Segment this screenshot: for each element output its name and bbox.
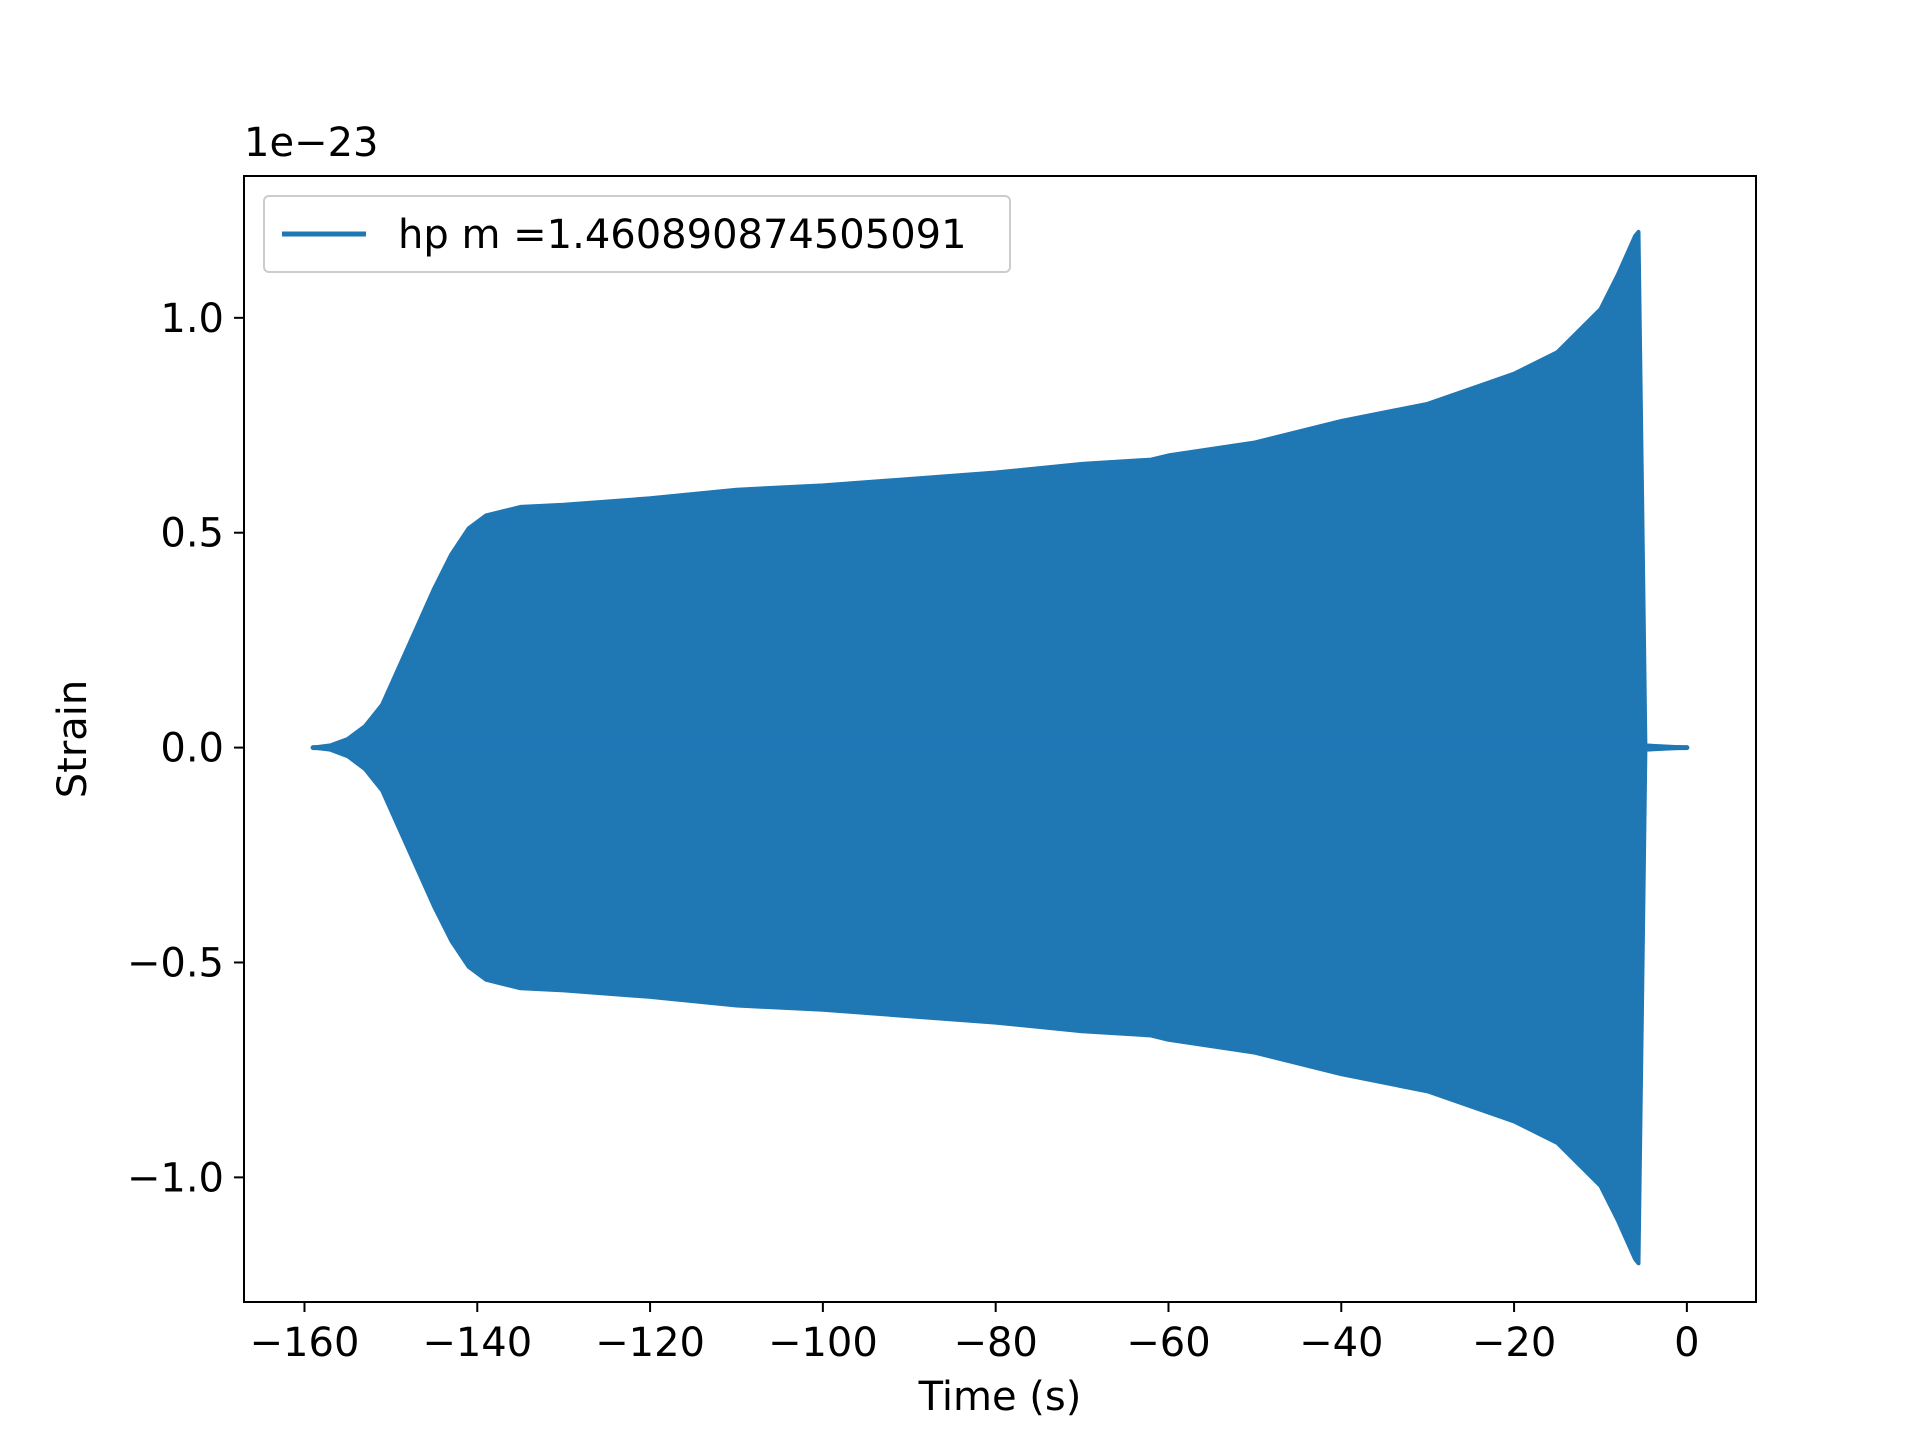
x-tick-label: −60 (1126, 1320, 1210, 1366)
y-tick-label: 0.5 (160, 511, 224, 557)
x-axis: −160 −140 −120 −100 −80 −60 −40 −20 0 (250, 1302, 1700, 1366)
x-tick-label: −40 (1299, 1320, 1383, 1366)
x-tick-label: −160 (250, 1320, 360, 1366)
x-tick-label: 0 (1674, 1320, 1699, 1366)
y-scale-offset-label: 1e−23 (244, 120, 378, 166)
x-tick-label: −100 (768, 1320, 878, 1366)
y-tick-label: 0.0 (160, 726, 224, 772)
legend-entry-label: hp m =1.460890874505091 (398, 212, 967, 258)
y-axis: −1.0 −0.5 0.0 0.5 1.0 (127, 296, 244, 1201)
plot-area (310, 229, 1690, 1266)
legend: hp m =1.460890874505091 (263, 195, 1011, 273)
x-axis-label: Time (s) (918, 1374, 1082, 1420)
x-tick-label: −20 (1472, 1320, 1556, 1366)
axes-frame (243, 175, 1757, 1303)
y-tick-label: −0.5 (127, 940, 224, 986)
x-tick-label: −140 (422, 1320, 532, 1366)
y-tick-label: 1.0 (160, 296, 224, 342)
x-tick-label: −120 (595, 1320, 705, 1366)
y-axis-label: Strain (50, 680, 96, 799)
x-tick-label: −80 (953, 1320, 1037, 1366)
y-tick-label: −1.0 (127, 1155, 224, 1201)
legend-box (263, 195, 1011, 273)
